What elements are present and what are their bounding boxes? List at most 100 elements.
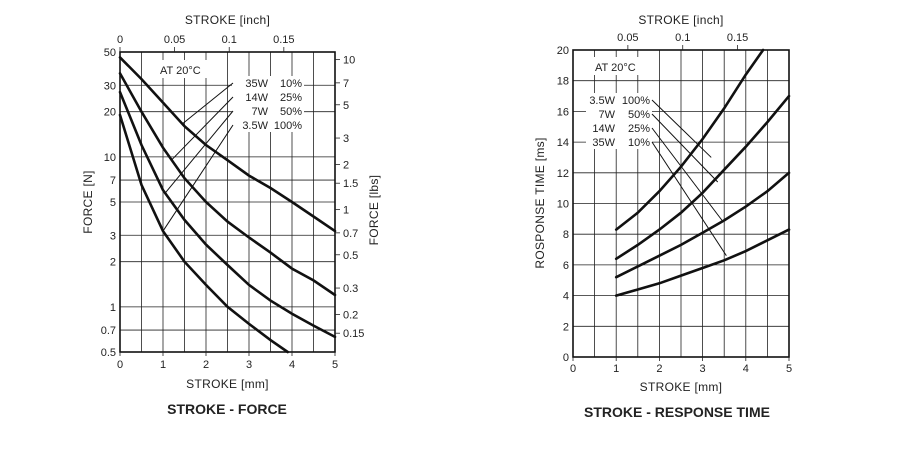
y2-tick-label: 1: [343, 205, 349, 217]
y-tick-label: 12: [557, 168, 569, 180]
chart-title: STROKE - FORCE: [167, 401, 287, 417]
y-tick-label: 10: [104, 152, 116, 164]
x-tick-label: 3: [700, 363, 706, 375]
y2-tick-label: 7: [343, 78, 349, 90]
legend-background: [586, 107, 652, 121]
legend-leader-line: [162, 124, 234, 232]
x2-tick-label: 0.1: [675, 32, 690, 44]
legend-background: [232, 90, 304, 104]
y2-tick-label: 0.5: [343, 250, 358, 262]
y-tick-label: 10: [557, 199, 569, 211]
curve-35w: [614, 228, 791, 297]
legend-duty: 100%: [274, 120, 302, 132]
x2-tick-label: 0.05: [617, 32, 638, 44]
x-tick-label: 4: [743, 363, 749, 375]
legend-power: 35W: [592, 137, 615, 149]
legend-background: [232, 118, 304, 132]
y-tick-label: 6: [563, 260, 569, 272]
x-tick-label: 4: [289, 359, 295, 371]
y-tick-label: 50: [104, 47, 116, 59]
y-tick-label: 2: [110, 257, 116, 269]
x2-tick-label: 0.05: [164, 34, 185, 46]
legend-power: 7W: [252, 106, 269, 118]
annotation-background: [590, 57, 654, 75]
y-tick-label: 20: [104, 107, 116, 119]
legend-leader-line: [651, 99, 712, 158]
legend-background: [586, 121, 652, 135]
plot-frame: [572, 49, 790, 358]
curve-3_5w: [118, 113, 289, 354]
legend-duty: 25%: [280, 92, 302, 104]
y2-tick-label: 0.15: [343, 328, 364, 340]
stroke-force-chart: 0 1 2 3 4 50 0.05 0.1 0.150.50.712357102030500.1…: [81, 13, 381, 417]
legend-leader-line: [171, 96, 234, 161]
y-axis-title: FORCE [N]: [81, 170, 95, 233]
legend-duty: 10%: [280, 78, 302, 90]
curve-35w: [118, 56, 337, 233]
y-tick-label: 8: [563, 229, 569, 241]
legend-leader-line: [164, 110, 234, 194]
legend-leader-line: [651, 141, 727, 256]
legend-power: 3.5W: [242, 120, 268, 132]
curve-7w: [614, 94, 791, 261]
x2-tick-label: 0.1: [222, 34, 237, 46]
y-tick-label: 16: [557, 106, 569, 118]
y-tick-label: 0: [563, 352, 569, 364]
y2-axis-title: FORCE [lbs]: [367, 175, 381, 246]
x-axis-title: STROKE [mm]: [640, 380, 723, 394]
curve-3_5w: [614, 48, 765, 231]
legend-power: 14W: [592, 123, 615, 135]
legend-background: [586, 93, 652, 107]
y-tick-label: 0.5: [101, 347, 116, 359]
y2-tick-label: 3: [343, 133, 349, 145]
x-tick-label: 5: [332, 359, 338, 371]
legend-background: [232, 76, 304, 90]
y2-tick-label: 0.2: [343, 309, 358, 321]
legend-leader-line: [651, 113, 719, 183]
x2-axis-title: STROKE [inch]: [638, 13, 723, 27]
x-tick-label: 3: [246, 359, 252, 371]
x-tick-label: 5: [786, 363, 792, 375]
y-tick-label: 18: [557, 76, 569, 88]
x-axis-title: STROKE [mm]: [186, 377, 269, 391]
y-tick-label: 7: [110, 175, 116, 187]
temperature-annotation: AT 20°C: [595, 62, 636, 74]
annotation-background: [154, 60, 220, 78]
x-tick-label: 2: [203, 359, 209, 371]
legend-duty: 50%: [280, 106, 302, 118]
curve-14w: [614, 171, 791, 279]
y2-tick-label: 5: [343, 100, 349, 112]
x-tick-label: 0: [570, 363, 576, 375]
x-tick-label: 1: [613, 363, 619, 375]
legend-background: [232, 104, 304, 118]
legend-duty: 10%: [628, 137, 650, 149]
y2-tick-label: 10: [343, 55, 355, 67]
legend-leader-line: [182, 82, 234, 125]
curve-14w: [118, 72, 337, 297]
stroke-response-time-chart: 0 1 2 3 4 50.05 0.1 0.1502468101214161820STROKE…: [533, 13, 792, 420]
plot-frame: [119, 51, 336, 353]
y-tick-label: 20: [557, 45, 569, 57]
y-tick-label: 0.7: [101, 325, 116, 337]
temperature-annotation: AT 20°C: [160, 65, 201, 77]
legend-duty: 100%: [622, 95, 650, 107]
y-axis-title: ROSPONSE TIME [ms]: [533, 137, 547, 268]
y2-tick-label: 1.5: [343, 178, 358, 190]
legend-power: 14W: [245, 92, 268, 104]
y-tick-label: 14: [557, 137, 569, 149]
y-tick-label: 30: [104, 80, 116, 92]
legend-background: [586, 135, 652, 149]
x2-tick-label: 0.15: [727, 32, 748, 44]
curve-7w: [118, 90, 337, 339]
x-tick-label: 1: [160, 359, 166, 371]
chart-title: STROKE - RESPONSE TIME: [584, 404, 770, 420]
y-tick-label: 5: [110, 197, 116, 209]
legend-duty: 50%: [628, 109, 650, 121]
legend-power: 7W: [599, 109, 616, 121]
y-tick-label: 4: [563, 291, 569, 303]
y-tick-label: 3: [110, 230, 116, 242]
x2-axis-title: STROKE [inch]: [185, 13, 270, 27]
legend-leader-line: [651, 127, 723, 221]
x-tick-label: 2: [656, 363, 662, 375]
